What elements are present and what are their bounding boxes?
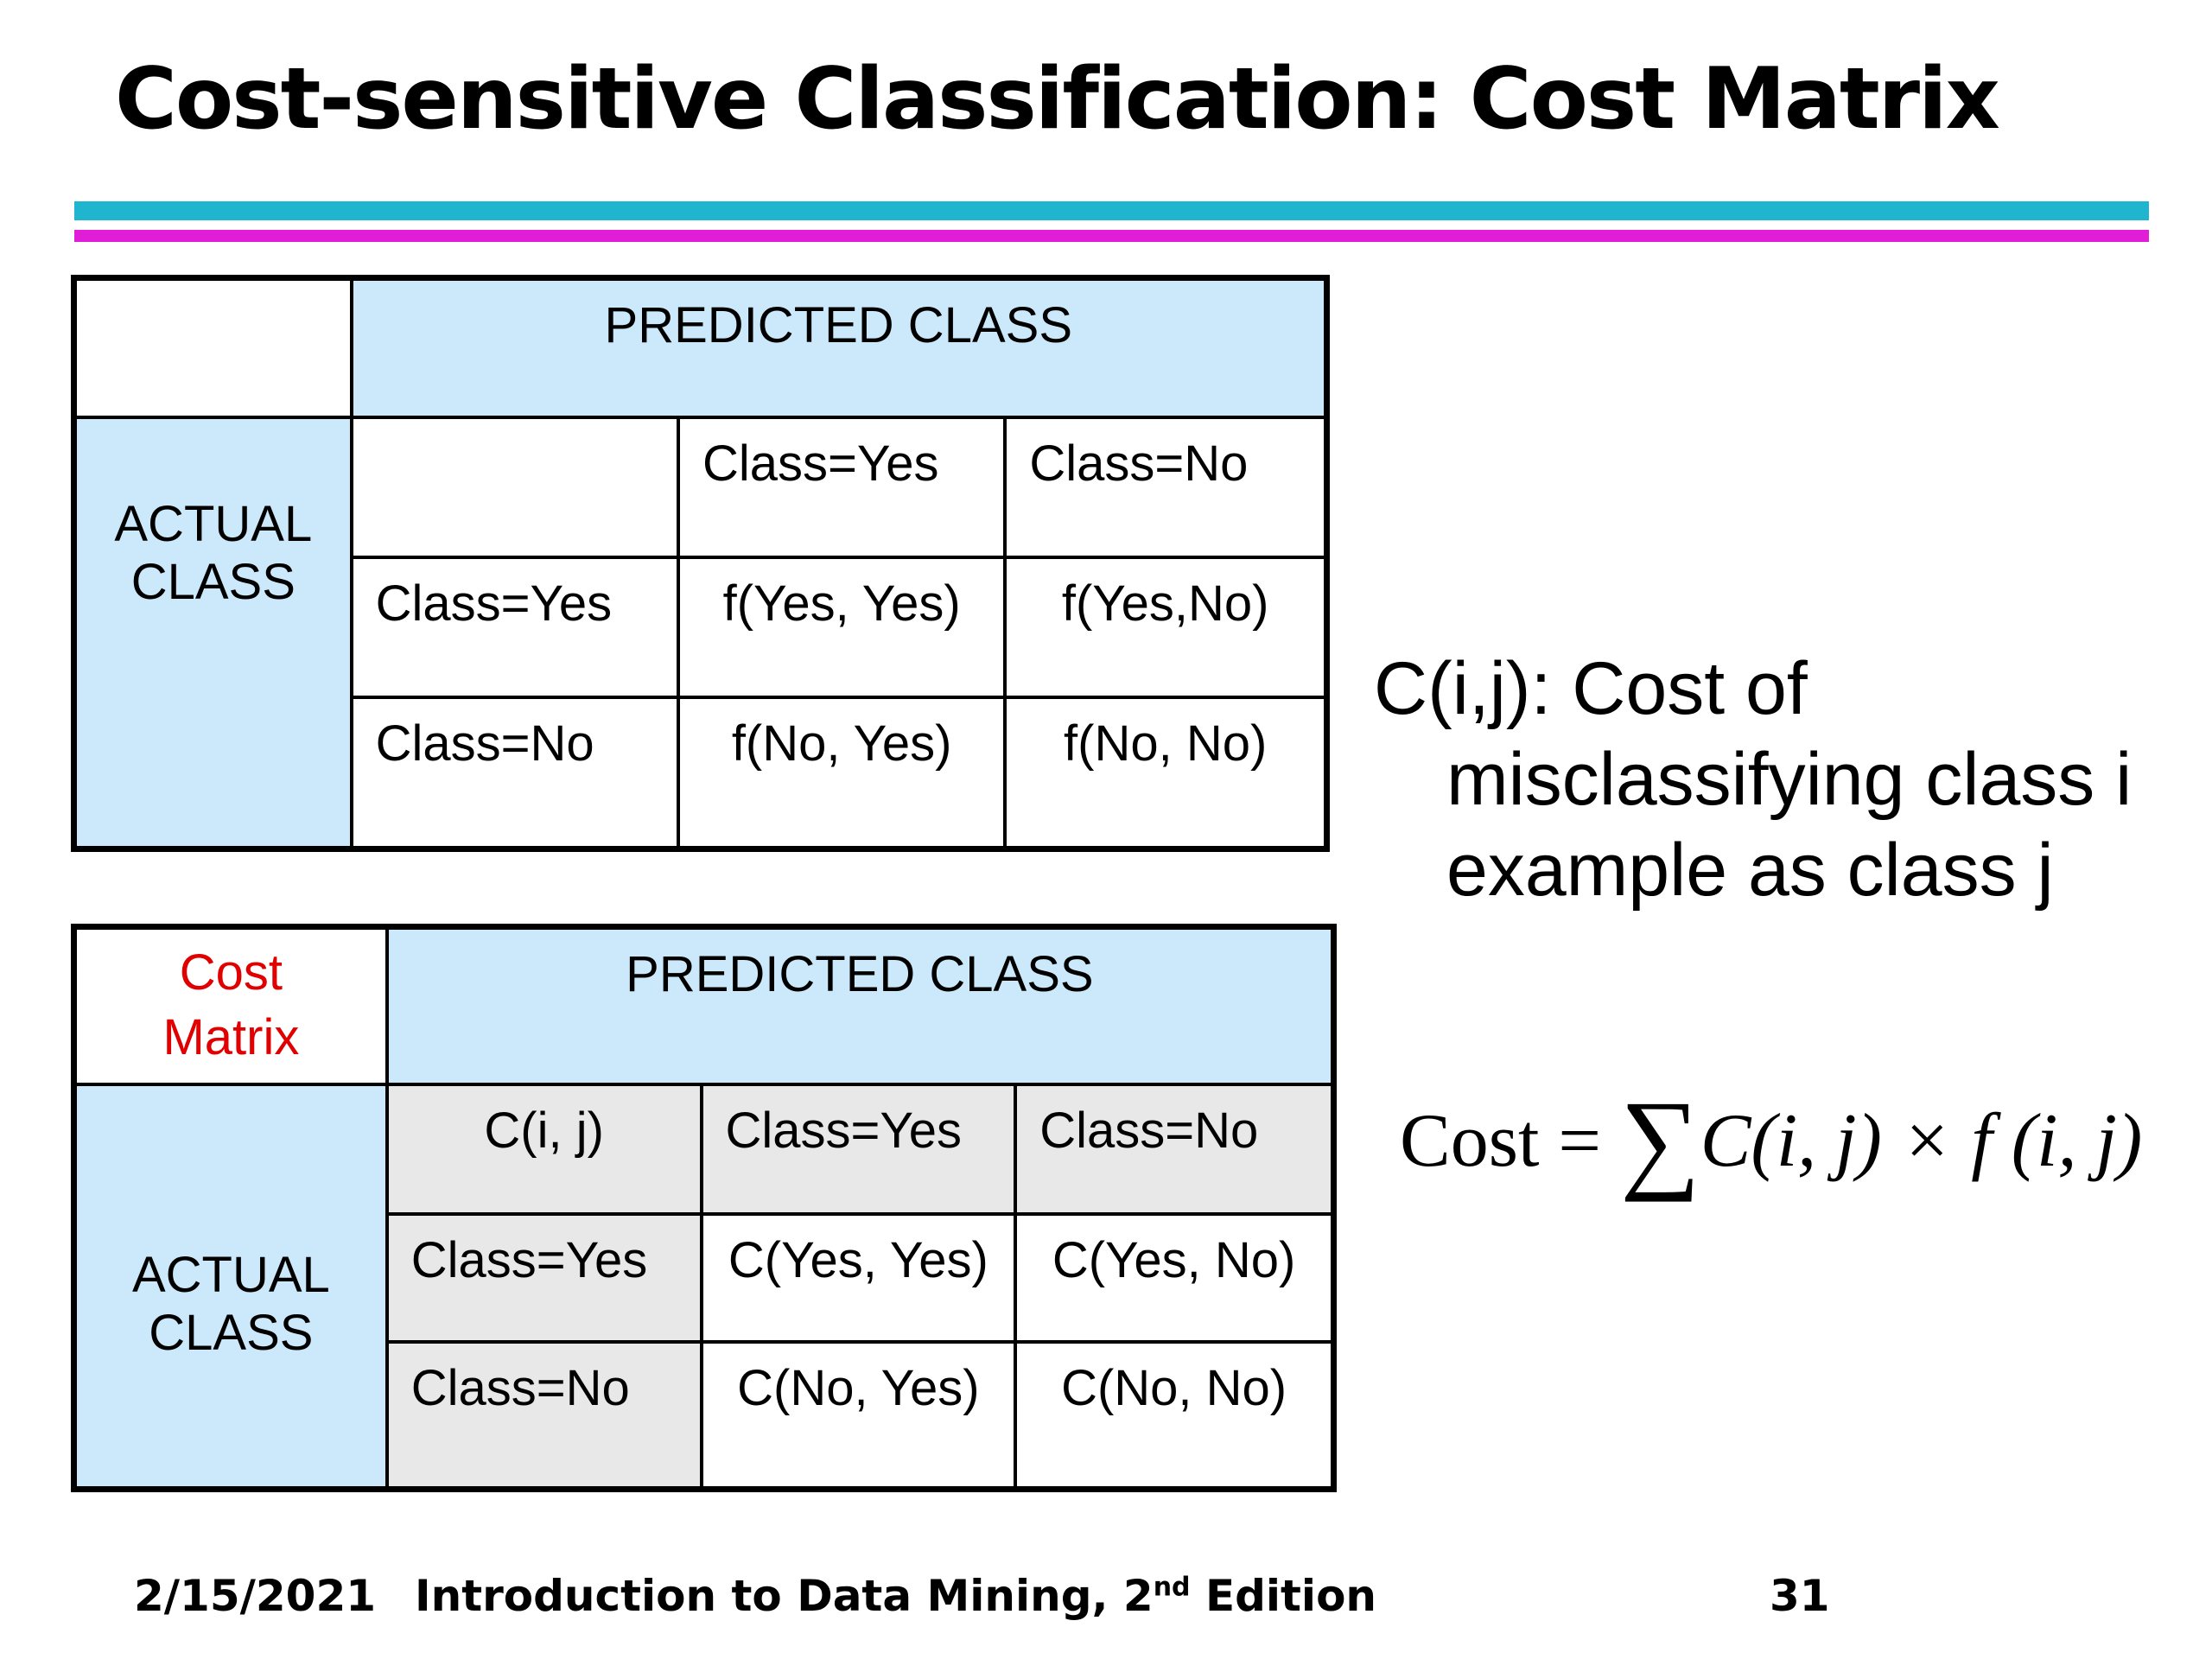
footer-page-number: 31 bbox=[1770, 1571, 1830, 1621]
cell-no-yes: f(No, Yes) bbox=[676, 695, 1007, 851]
blank-cell bbox=[349, 415, 680, 559]
title-rule-magenta bbox=[74, 230, 2149, 242]
cell-cost-yes-no: C(Yes, No) bbox=[1014, 1211, 1336, 1344]
row-header-no: Class=No bbox=[349, 695, 680, 851]
footer-date: 2/15/2021 bbox=[134, 1571, 377, 1621]
cell-cost-yes-yes: C(Yes, Yes) bbox=[699, 1211, 1018, 1344]
footer-book-suffix: Edition bbox=[1190, 1571, 1377, 1621]
row-header-yes: Class=Yes bbox=[385, 1211, 703, 1344]
footer-book-title: Introduction to Data Mining, 2nd Edition bbox=[415, 1571, 1376, 1621]
row-header-yes: Class=Yes bbox=[349, 555, 680, 699]
cost-definition-line1: C(i,j): Cost of bbox=[1374, 647, 1808, 730]
formula-rhs: C(i, j) × f (i, j) bbox=[1700, 1099, 2143, 1183]
sigma-symbol: ∑ bbox=[1620, 1078, 1700, 1203]
cost-matrix-table: Cost Matrix PREDICTED CLASS ACTUAL CLASS… bbox=[71, 924, 1337, 1492]
cell-yes-yes: f(Yes, Yes) bbox=[676, 555, 1007, 699]
cost-matrix-label-line1: Cost bbox=[179, 944, 283, 1001]
cell-yes-no: f(Yes,No) bbox=[1003, 555, 1329, 699]
predicted-class-header: PREDICTED CLASS bbox=[349, 276, 1329, 419]
footer-book-prefix: Introduction to Data Mining, 2 bbox=[415, 1571, 1154, 1621]
column-header-yes: Class=Yes bbox=[699, 1082, 1018, 1216]
cost-matrix-label: Cost Matrix bbox=[72, 925, 389, 1086]
actual-class-header: ACTUAL CLASS bbox=[72, 1082, 389, 1491]
cost-definition-line2: misclassifying class i example as class … bbox=[1446, 737, 2133, 912]
cost-label-cell: C(i, j) bbox=[385, 1082, 703, 1216]
cost-matrix-label-line2: Matrix bbox=[162, 1009, 300, 1066]
title-rule-cyan bbox=[74, 201, 2149, 220]
column-header-yes: Class=Yes bbox=[676, 415, 1007, 559]
slide-title: Cost-sensitive Classification: Cost Matr… bbox=[115, 50, 2000, 149]
cell-no-no: f(No, No) bbox=[1003, 695, 1329, 851]
formula-lhs: Cost = bbox=[1400, 1099, 1602, 1183]
column-header-no: Class=No bbox=[1014, 1082, 1336, 1216]
corner-cell bbox=[72, 276, 353, 419]
column-header-no: Class=No bbox=[1003, 415, 1329, 559]
confusion-matrix-table: PREDICTED CLASS ACTUAL CLASS Class=Yes C… bbox=[71, 275, 1330, 852]
actual-class-header: ACTUAL CLASS bbox=[72, 415, 353, 851]
cost-definition: C(i,j): Cost of misclassifying class i e… bbox=[1374, 644, 2203, 916]
predicted-class-header: PREDICTED CLASS bbox=[385, 925, 1336, 1086]
cell-cost-no-no: C(No, No) bbox=[1014, 1339, 1336, 1491]
cell-cost-no-yes: C(No, Yes) bbox=[699, 1339, 1018, 1491]
footer-book-superscript: nd bbox=[1153, 1572, 1191, 1603]
row-header-no: Class=No bbox=[385, 1339, 703, 1491]
cost-formula: Cost = ∑C(i, j) × f (i, j) bbox=[1400, 1076, 2142, 1205]
